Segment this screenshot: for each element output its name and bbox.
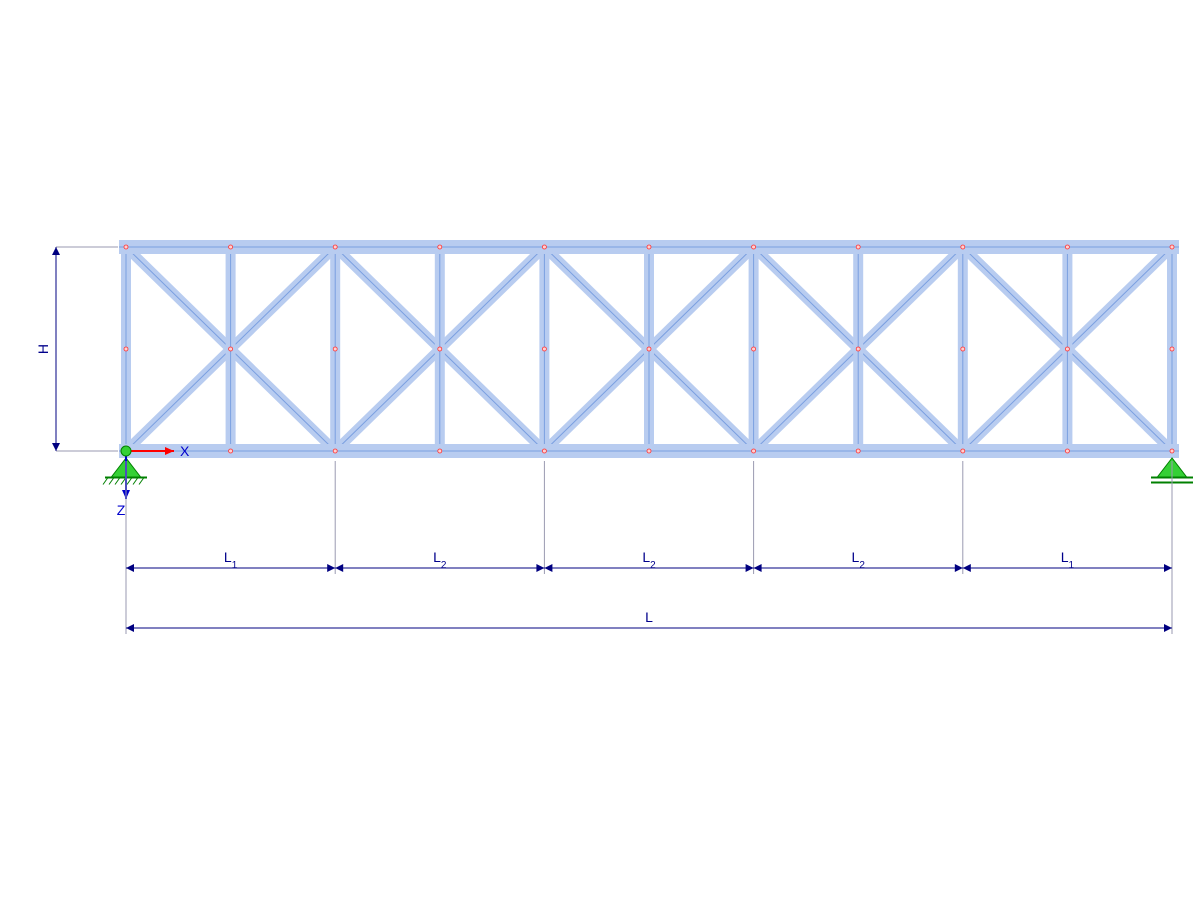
node-marker bbox=[1065, 245, 1069, 249]
node-marker bbox=[438, 245, 442, 249]
node-marker bbox=[333, 347, 337, 351]
node-marker bbox=[856, 449, 860, 453]
node-marker bbox=[333, 245, 337, 249]
node-marker bbox=[229, 449, 233, 453]
node-marker bbox=[1065, 347, 1069, 351]
node-marker bbox=[752, 245, 756, 249]
node-marker bbox=[961, 347, 965, 351]
node-marker bbox=[961, 449, 965, 453]
node-marker bbox=[1170, 449, 1174, 453]
node-marker bbox=[229, 245, 233, 249]
axis-label-x: X bbox=[180, 443, 190, 459]
dim-label: L bbox=[645, 609, 653, 625]
node-marker bbox=[1170, 245, 1174, 249]
node-marker bbox=[124, 347, 128, 351]
node-marker bbox=[542, 449, 546, 453]
node-marker bbox=[124, 245, 128, 249]
node-marker bbox=[647, 449, 651, 453]
node-marker bbox=[1065, 449, 1069, 453]
node-marker bbox=[542, 347, 546, 351]
node-marker bbox=[229, 347, 233, 351]
node-marker bbox=[752, 347, 756, 351]
truss-diagram: XZHL1L2L2L2L1L bbox=[0, 0, 1200, 900]
origin-dot bbox=[121, 446, 131, 456]
node-marker bbox=[961, 245, 965, 249]
node-marker bbox=[438, 347, 442, 351]
dim-label: H bbox=[35, 344, 51, 354]
node-marker bbox=[647, 347, 651, 351]
node-marker bbox=[752, 449, 756, 453]
node-marker bbox=[438, 449, 442, 453]
node-marker bbox=[333, 449, 337, 453]
node-marker bbox=[1170, 347, 1174, 351]
node-marker bbox=[542, 245, 546, 249]
node-marker bbox=[647, 245, 651, 249]
node-marker bbox=[856, 347, 860, 351]
node-marker bbox=[856, 245, 860, 249]
axis-label-z: Z bbox=[117, 502, 126, 518]
